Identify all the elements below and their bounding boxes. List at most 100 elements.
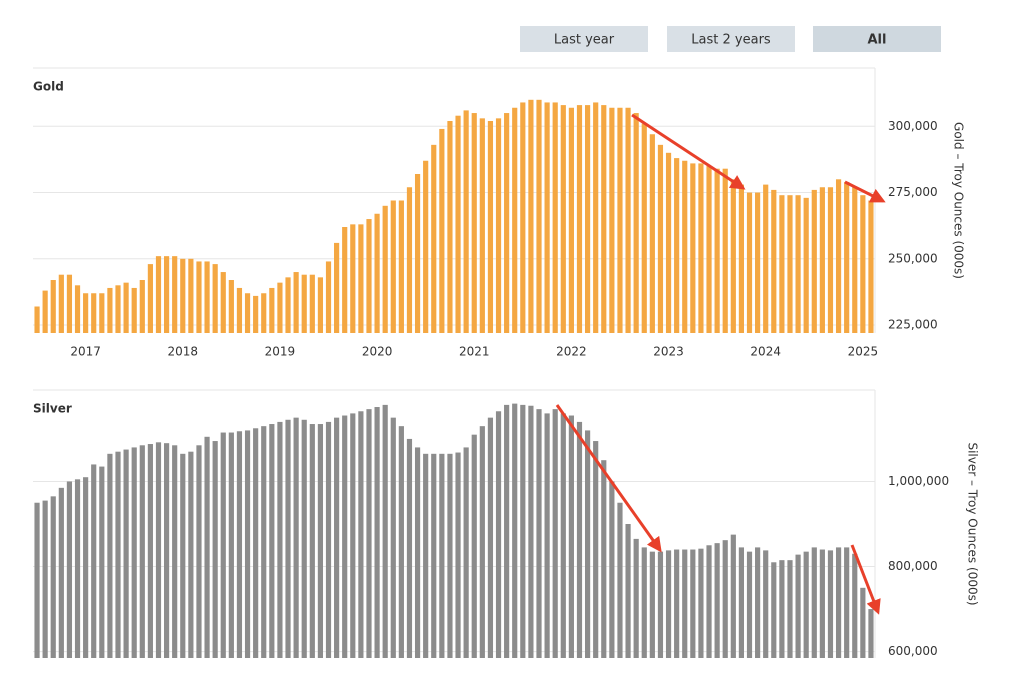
bar xyxy=(479,426,485,658)
bar xyxy=(536,409,542,658)
bar xyxy=(779,195,785,333)
button-label: All xyxy=(868,33,887,48)
bar xyxy=(819,187,825,333)
bar xyxy=(163,256,170,333)
bar xyxy=(204,261,210,333)
bar xyxy=(115,285,121,333)
bar xyxy=(706,545,712,658)
bar xyxy=(706,166,712,333)
y-tick-label: 800,000 xyxy=(888,559,938,573)
bar xyxy=(682,549,688,658)
bar xyxy=(277,282,283,333)
bar xyxy=(763,550,769,658)
bar xyxy=(390,200,396,333)
bar xyxy=(827,550,834,658)
bar xyxy=(139,445,145,658)
bar xyxy=(334,242,340,333)
x-tick-label: 2024 xyxy=(750,345,781,359)
bar xyxy=(196,261,202,333)
arrow xyxy=(631,113,746,190)
bar xyxy=(423,160,429,333)
bar xyxy=(860,195,866,333)
bar xyxy=(366,409,372,658)
y-axis-title: Gold – Troy Ounces (000s) xyxy=(952,122,966,279)
bar xyxy=(244,293,251,333)
bar xyxy=(342,415,348,658)
y-axis-title: Silver – Troy Ounces (000s) xyxy=(966,442,980,605)
button-label: Last year xyxy=(554,33,615,48)
y-tick-label: 300,000 xyxy=(888,119,938,133)
bar xyxy=(665,152,672,333)
bar xyxy=(34,502,40,658)
bar xyxy=(795,554,801,658)
bar xyxy=(722,168,728,333)
bar xyxy=(455,452,461,658)
bar xyxy=(803,551,809,658)
bar xyxy=(690,549,696,658)
bar xyxy=(220,272,226,333)
bar xyxy=(228,432,234,658)
bar xyxy=(131,287,137,333)
bar xyxy=(746,192,753,333)
x-tick-label: 2017 xyxy=(70,345,101,359)
bar xyxy=(625,524,631,658)
bar xyxy=(334,417,340,658)
bar xyxy=(528,99,534,333)
bar xyxy=(74,479,81,658)
bar xyxy=(674,158,680,333)
bar xyxy=(398,426,404,658)
bar xyxy=(301,274,307,333)
plots: Last year Last 2 years All Gold 225,000 250,0… xyxy=(33,26,980,658)
bar xyxy=(463,447,469,658)
bar xyxy=(244,430,251,658)
bar xyxy=(42,290,48,333)
range-button[interactable]: Last year xyxy=(520,26,648,52)
bar xyxy=(803,197,809,333)
bar xyxy=(83,293,89,333)
bar xyxy=(115,451,121,658)
bar xyxy=(609,481,615,658)
bar xyxy=(755,192,761,333)
bar xyxy=(544,413,550,658)
bar xyxy=(835,547,842,658)
bar xyxy=(479,118,485,333)
bar xyxy=(99,466,105,658)
bar xyxy=(107,287,113,333)
x-tick-label: 2020 xyxy=(362,345,393,359)
bar xyxy=(560,413,566,658)
bar xyxy=(317,277,324,333)
y-tick-label: 225,000 xyxy=(888,318,938,332)
bar xyxy=(495,118,502,333)
bar xyxy=(439,128,445,333)
bar xyxy=(795,195,801,333)
bar xyxy=(382,404,388,658)
bar xyxy=(180,453,186,658)
range-button[interactable]: Last 2 years xyxy=(667,26,795,52)
bar xyxy=(852,553,858,658)
bar xyxy=(649,134,655,333)
bar xyxy=(844,181,850,333)
bar xyxy=(414,174,421,333)
bar xyxy=(641,123,647,334)
bar xyxy=(665,550,672,658)
annotation-arrows xyxy=(555,113,886,615)
bar xyxy=(609,107,615,333)
bar xyxy=(544,102,550,333)
y-tick-label: 250,000 xyxy=(888,251,938,265)
bar xyxy=(601,460,607,658)
bar xyxy=(34,306,40,333)
bar xyxy=(342,227,348,333)
range-button[interactable]: All xyxy=(813,26,941,52)
bar xyxy=(147,444,153,658)
arrow xyxy=(850,544,881,615)
y-tick-label: 1,000,000 xyxy=(888,474,949,488)
bar xyxy=(301,419,307,658)
bar xyxy=(155,256,162,333)
bar xyxy=(844,547,850,658)
bar xyxy=(42,500,48,658)
bar xyxy=(722,540,728,658)
bar xyxy=(827,187,834,333)
bar xyxy=(512,403,518,658)
bar xyxy=(398,200,404,333)
bar xyxy=(730,179,736,333)
